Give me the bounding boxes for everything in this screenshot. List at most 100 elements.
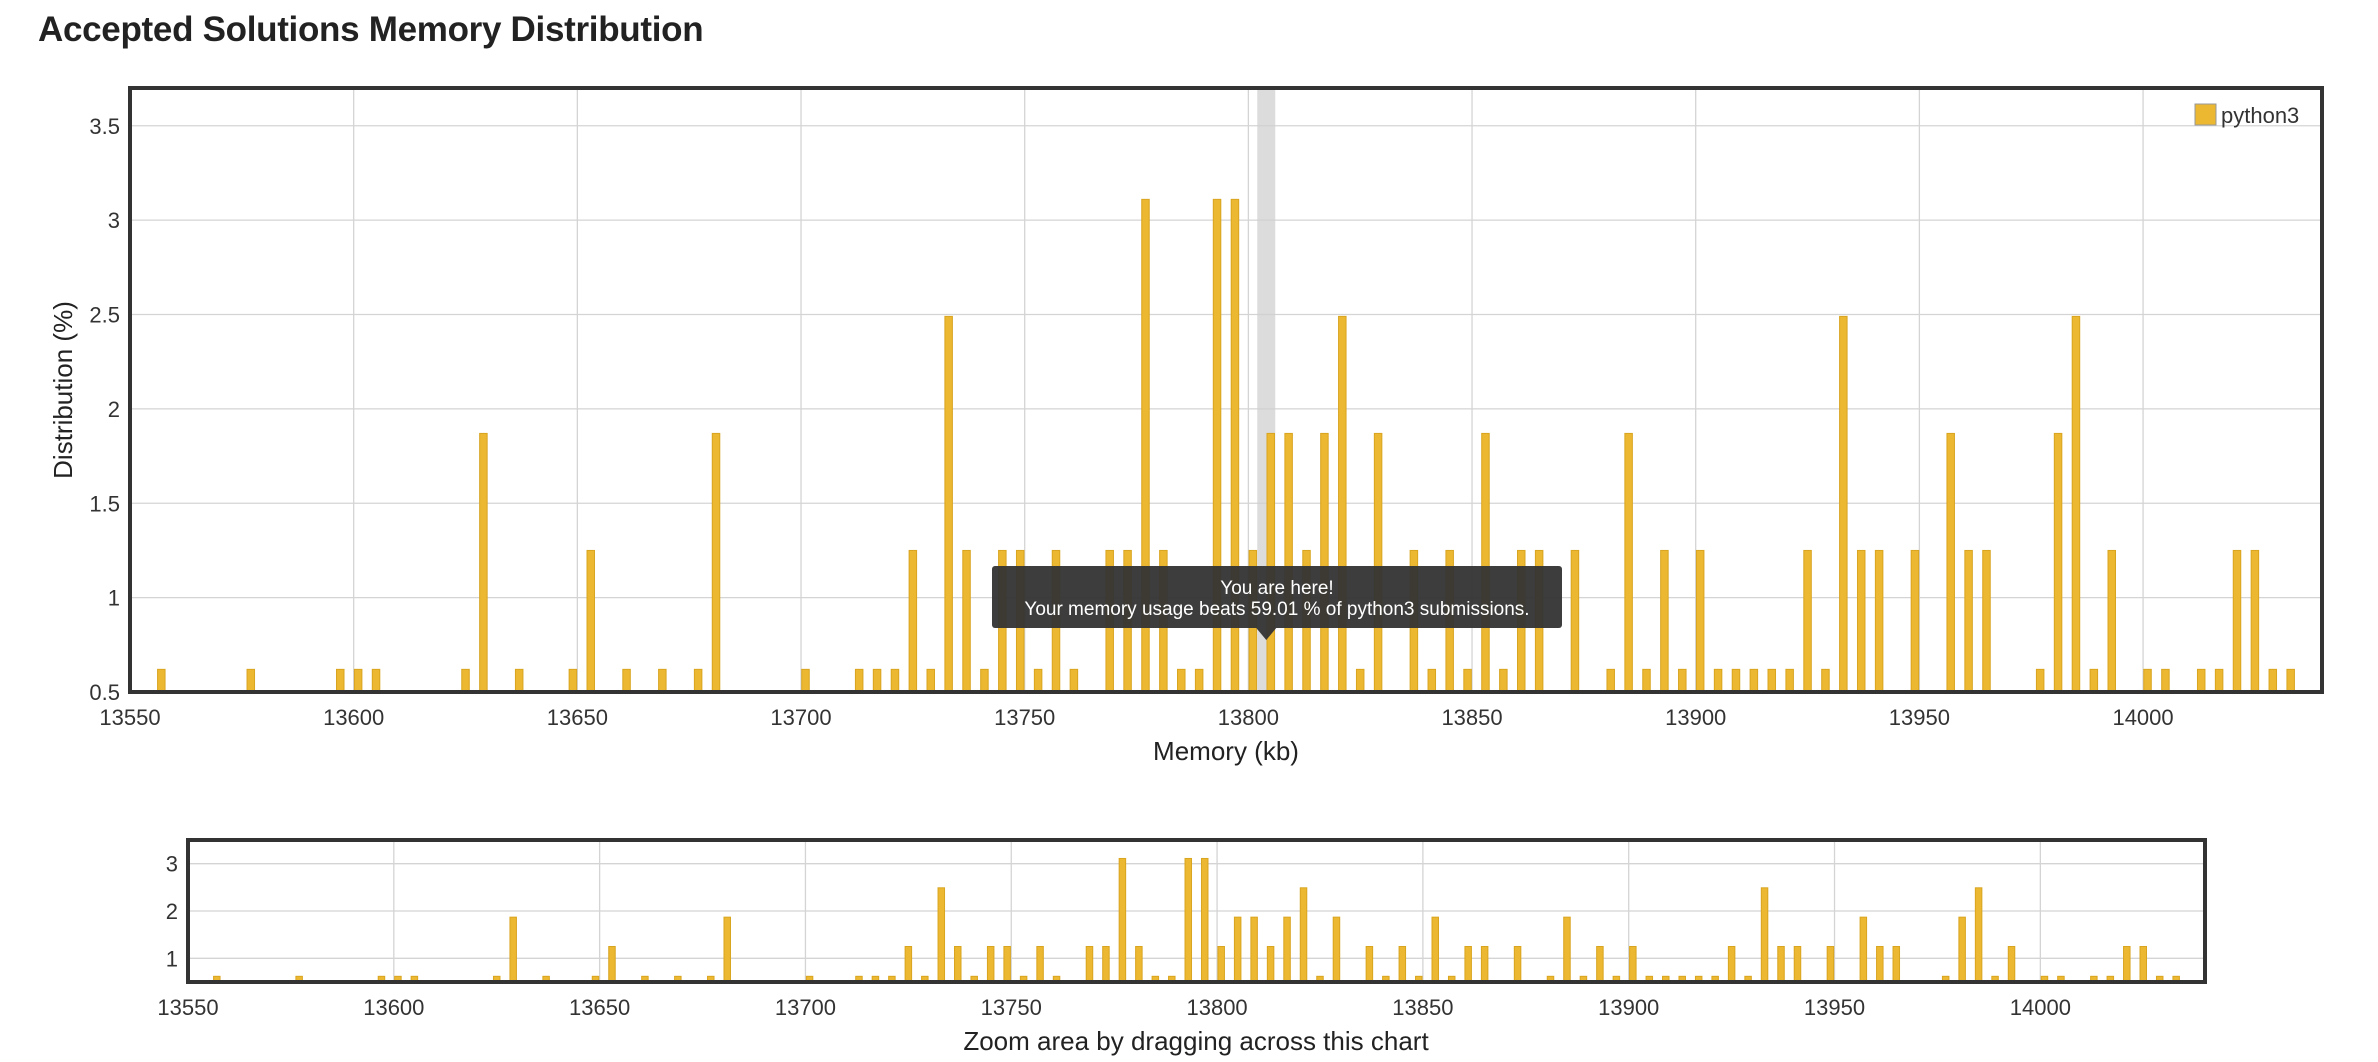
bar[interactable] (854, 668, 864, 693)
bar[interactable] (1102, 946, 1110, 983)
bar[interactable] (2007, 946, 2016, 983)
bar[interactable] (1570, 549, 1580, 693)
bar[interactable] (1727, 946, 1736, 983)
bar[interactable] (371, 668, 381, 693)
bar[interactable] (1283, 916, 1291, 983)
bar[interactable] (954, 946, 962, 983)
bar[interactable] (568, 668, 578, 693)
bar[interactable] (1713, 668, 1723, 693)
bar[interactable] (1785, 668, 1794, 693)
bar[interactable] (1678, 668, 1687, 693)
bar[interactable] (1910, 549, 1920, 693)
bar[interactable] (693, 668, 703, 693)
bar[interactable] (1464, 946, 1472, 983)
bar[interactable] (1194, 668, 1204, 693)
bar[interactable] (1266, 432, 1275, 693)
bar[interactable] (608, 946, 616, 983)
bar[interactable] (890, 668, 900, 693)
bar[interactable] (1177, 668, 1186, 693)
bar[interactable] (1299, 887, 1308, 983)
legend-swatch-python3[interactable] (2194, 103, 2217, 126)
bar[interactable] (1513, 946, 1522, 983)
bar[interactable] (1964, 549, 1973, 693)
bar[interactable] (1003, 946, 1011, 983)
bar[interactable] (2250, 549, 2260, 693)
bar[interactable] (336, 668, 345, 693)
bar[interactable] (1606, 668, 1615, 693)
bar[interactable] (246, 668, 256, 693)
bar[interactable] (1793, 946, 1802, 983)
bar[interactable] (872, 668, 882, 693)
bar[interactable] (1398, 946, 1407, 983)
bar[interactable] (1036, 946, 1044, 983)
bar[interactable] (962, 549, 971, 693)
bar[interactable] (2161, 668, 2170, 693)
bar[interactable] (1803, 549, 1812, 693)
bar[interactable] (2053, 432, 2063, 693)
bar[interactable] (1499, 668, 1508, 693)
bar[interactable] (509, 916, 517, 983)
bar[interactable] (1480, 946, 1489, 983)
bar[interactable] (461, 668, 470, 693)
bar[interactable] (980, 668, 989, 693)
bar[interactable] (2035, 668, 2045, 693)
bar[interactable] (2286, 668, 2295, 693)
bar[interactable] (1624, 432, 1633, 693)
bar[interactable] (353, 668, 363, 693)
bar[interactable] (1118, 857, 1127, 983)
bar[interactable] (2107, 549, 2116, 693)
bar[interactable] (1184, 857, 1193, 983)
bar[interactable] (1767, 668, 1777, 693)
bar[interactable] (1760, 887, 1769, 983)
bar[interactable] (1826, 946, 1835, 983)
bar[interactable] (157, 668, 166, 693)
bar[interactable] (908, 549, 918, 693)
bar[interactable] (1033, 668, 1043, 693)
bar[interactable] (1085, 946, 1094, 983)
bar[interactable] (1563, 916, 1571, 983)
zoom-navigator-chart[interactable]: 13550 13600 13650 13700 13750 13800 13850 13900… (157, 838, 2207, 1056)
bar[interactable] (1217, 946, 1225, 983)
main-chart[interactable]: 13550 13600 13650 13700 13750 13800 13850 13900… (48, 86, 2324, 766)
bar[interactable] (1660, 549, 1669, 693)
bar[interactable] (1821, 668, 1830, 693)
bar[interactable] (2089, 668, 2099, 693)
bar[interactable] (1596, 946, 1604, 983)
bar[interactable] (1731, 668, 1741, 693)
bar[interactable] (926, 668, 936, 693)
bar[interactable] (1284, 432, 1293, 693)
bar[interactable] (2123, 946, 2131, 983)
bar[interactable] (2232, 549, 2242, 693)
bar[interactable] (1642, 668, 1651, 693)
bar[interactable] (1874, 549, 1884, 693)
bar[interactable] (723, 916, 731, 983)
bar[interactable] (586, 549, 596, 693)
bar[interactable] (2214, 668, 2224, 693)
bar[interactable] (1629, 946, 1637, 983)
legend-label-python3[interactable]: python3 (2221, 103, 2299, 128)
bar[interactable] (2143, 668, 2152, 693)
bar[interactable] (986, 946, 995, 983)
bar[interactable] (658, 668, 667, 693)
bar[interactable] (1069, 668, 1079, 693)
bar[interactable] (1320, 432, 1329, 693)
bar[interactable] (1839, 315, 1848, 693)
bar[interactable] (2139, 946, 2148, 983)
bar[interactable] (904, 946, 913, 983)
bar[interactable] (1338, 315, 1347, 693)
bar[interactable] (1355, 668, 1365, 693)
bar[interactable] (801, 668, 810, 693)
bar[interactable] (1982, 549, 1991, 693)
bar[interactable] (1481, 432, 1490, 693)
bar[interactable] (1958, 916, 1966, 983)
bar[interactable] (1695, 549, 1705, 693)
bar[interactable] (1974, 887, 1983, 983)
bar[interactable] (937, 887, 946, 983)
bar[interactable] (1250, 916, 1258, 983)
bar[interactable] (1135, 946, 1143, 983)
bar[interactable] (2268, 668, 2278, 693)
bar[interactable] (1431, 916, 1439, 983)
bar[interactable] (1463, 668, 1472, 693)
bar[interactable] (2071, 315, 2081, 693)
